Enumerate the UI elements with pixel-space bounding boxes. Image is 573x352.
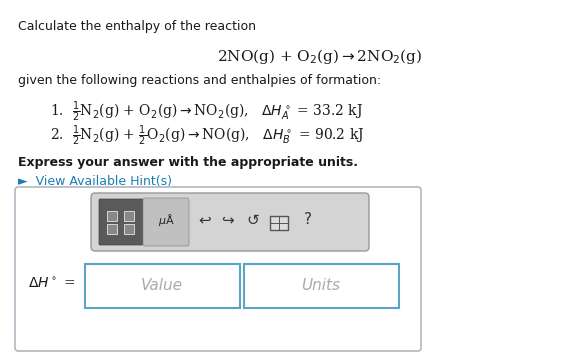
FancyBboxPatch shape <box>143 198 189 246</box>
Bar <box>124 211 134 221</box>
Text: Calculate the enthalpy of the reaction: Calculate the enthalpy of the reaction <box>18 20 256 33</box>
Text: Units: Units <box>301 278 340 294</box>
Text: 2.  $\frac{1}{2}$N$_2$(g) + $\frac{1}{2}$O$_2$(g)$\rightarrow$NO(g),   $\Delta H: 2. $\frac{1}{2}$N$_2$(g) + $\frac{1}{2}$… <box>50 124 364 148</box>
FancyBboxPatch shape <box>15 187 421 351</box>
Text: ↪: ↪ <box>222 213 234 227</box>
Text: 1.  $\frac{1}{2}$N$_2$(g) + O$_2$(g)$\rightarrow$NO$_2$(g),   $\Delta H^\circ_A$: 1. $\frac{1}{2}$N$_2$(g) + O$_2$(g)$\rig… <box>50 100 363 124</box>
Text: $\Delta H^\circ$ =: $\Delta H^\circ$ = <box>28 277 76 291</box>
Bar <box>107 211 117 221</box>
Text: ?: ? <box>304 213 312 227</box>
Bar <box>107 224 117 234</box>
Text: ↩: ↩ <box>199 213 211 227</box>
Bar <box>124 224 134 234</box>
Bar <box>85 264 240 308</box>
FancyBboxPatch shape <box>270 216 288 230</box>
FancyBboxPatch shape <box>91 193 369 251</box>
Text: $\mu$Å: $\mu$Å <box>158 212 174 228</box>
Text: ►  View Available Hint(s): ► View Available Hint(s) <box>18 175 172 188</box>
Text: Express your answer with the appropriate units.: Express your answer with the appropriate… <box>18 156 358 169</box>
Text: 2NO(g) + O$_2$(g)$\rightarrow$2NO$_2$(g): 2NO(g) + O$_2$(g)$\rightarrow$2NO$_2$(g) <box>217 47 423 66</box>
Bar <box>244 264 399 308</box>
Text: ↺: ↺ <box>246 213 260 227</box>
FancyBboxPatch shape <box>99 199 143 245</box>
Text: Value: Value <box>141 278 183 294</box>
Text: given the following reactions and enthalpies of formation:: given the following reactions and enthal… <box>18 74 381 87</box>
